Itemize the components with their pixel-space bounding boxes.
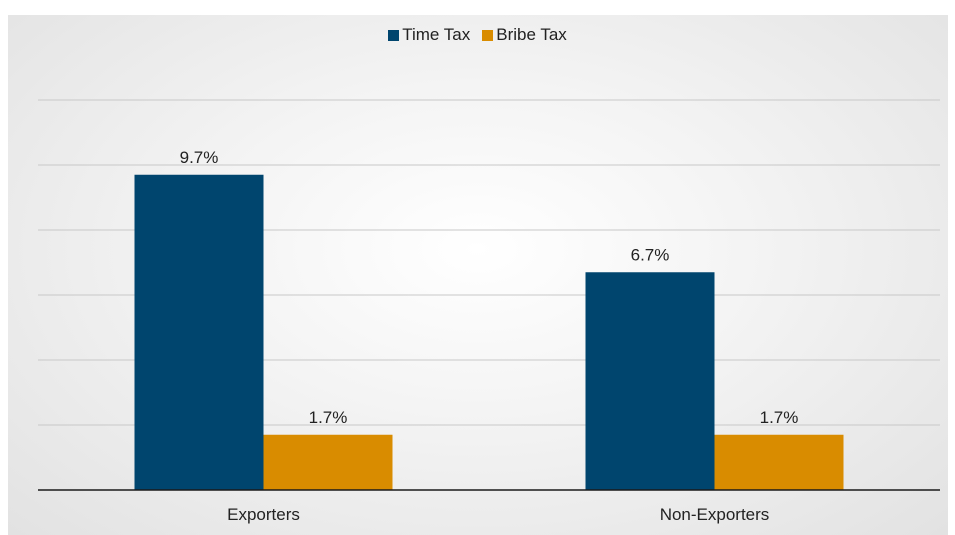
chart-legend: Time Tax Bribe Tax xyxy=(0,25,955,45)
legend-label-bribe-tax: Bribe Tax xyxy=(496,25,567,44)
bar-bribe-tax xyxy=(714,434,844,490)
x-tick-label: Non-Exporters xyxy=(660,505,770,524)
legend-swatch-time-tax xyxy=(388,29,400,41)
x-tick-label: Exporters xyxy=(227,505,300,524)
legend-swatch-bribe-tax xyxy=(482,29,494,41)
bar-bribe-tax xyxy=(263,434,393,490)
data-label: 6.7% xyxy=(631,245,670,264)
bar-time-tax xyxy=(134,174,264,490)
data-label: 1.7% xyxy=(309,408,348,427)
legend-item-bribe-tax: Bribe Tax xyxy=(482,25,567,45)
legend-label-time-tax: Time Tax xyxy=(402,25,471,44)
bar-time-tax xyxy=(585,272,715,490)
data-label: 9.7% xyxy=(180,148,219,167)
data-label: 1.7% xyxy=(760,408,799,427)
legend-item-time-tax: Time Tax xyxy=(388,25,470,45)
